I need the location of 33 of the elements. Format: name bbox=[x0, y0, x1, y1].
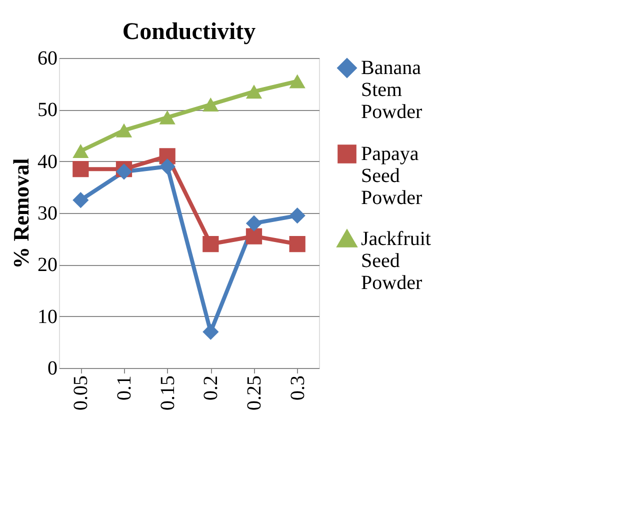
point bbox=[202, 236, 219, 252]
x-tick-label: 0.2 bbox=[200, 376, 222, 400]
legend-label: Jackfruit Seed Powder bbox=[361, 228, 432, 294]
x-tick-label: 0.25 bbox=[244, 376, 266, 410]
x-tick-label: 0.05 bbox=[70, 376, 92, 410]
y-tick-label: 20 bbox=[38, 254, 58, 276]
point bbox=[289, 236, 306, 252]
point bbox=[289, 208, 306, 224]
legend-label: Banana Stem Powder bbox=[361, 57, 422, 123]
chart-title: Conductivity bbox=[122, 19, 256, 45]
y-tick-label: 0 bbox=[48, 358, 58, 380]
y-tick-label: 60 bbox=[38, 48, 58, 70]
point bbox=[246, 228, 262, 244]
y-tick-label: 40 bbox=[38, 150, 58, 173]
y-tick-label: 10 bbox=[38, 306, 58, 328]
x-tick-label: 0.15 bbox=[156, 376, 179, 410]
y-axis-title: % Removal bbox=[8, 158, 34, 269]
legend-label: Papaya Seed Powder bbox=[361, 143, 422, 209]
point bbox=[159, 110, 176, 124]
point bbox=[159, 158, 176, 175]
point bbox=[202, 324, 219, 340]
point bbox=[246, 215, 262, 232]
point bbox=[72, 192, 89, 208]
point bbox=[246, 84, 262, 99]
point bbox=[289, 74, 306, 88]
point bbox=[72, 144, 89, 158]
x-tick-label: 0.1 bbox=[114, 376, 136, 400]
point bbox=[202, 98, 219, 112]
x-tick-label: 0.3 bbox=[286, 376, 309, 400]
y-tick-label: 50 bbox=[38, 99, 58, 122]
point bbox=[72, 161, 89, 178]
point bbox=[116, 123, 132, 138]
y-tick-label: 30 bbox=[38, 202, 58, 224]
